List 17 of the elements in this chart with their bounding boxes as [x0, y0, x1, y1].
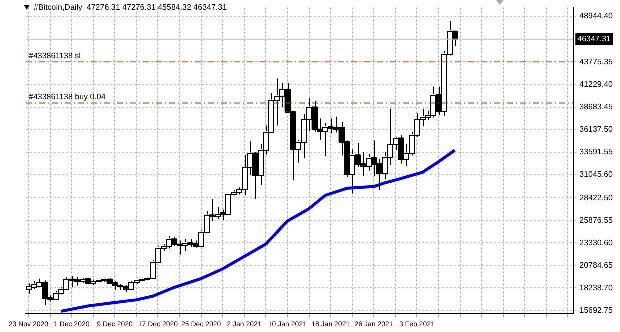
y-tick-label: 31045.60	[580, 170, 614, 180]
y-tick-label: 20784.65	[580, 260, 614, 270]
y-tick-label: 36137.50	[580, 124, 614, 134]
chart-title: #Bitcoin,Daily 47276.31 47276.31 45584.32 46347.31	[34, 3, 228, 12]
ref-line-label: #433861138 buy 0.04	[29, 92, 106, 102]
y-tick-label: 23330.60	[580, 238, 614, 248]
y-tick-label: 38683.45	[580, 102, 614, 112]
ref-line-label: 46347.31	[578, 34, 612, 44]
y-tick-label: 33591.55	[580, 148, 614, 157]
ref-line-label: #433861138 sl	[29, 51, 82, 60]
y-tick-label: 41229.40	[580, 80, 614, 89]
y-tick-label: 15692.75	[580, 306, 614, 315]
y-tick-label: 28422.50	[580, 193, 614, 202]
y-tick-label: 18238.70	[580, 283, 614, 292]
y-tick-label: 25876.55	[580, 216, 614, 225]
y-tick-label: 48944.40	[580, 12, 614, 21]
y-tick-label: 43775.35	[580, 57, 614, 66]
